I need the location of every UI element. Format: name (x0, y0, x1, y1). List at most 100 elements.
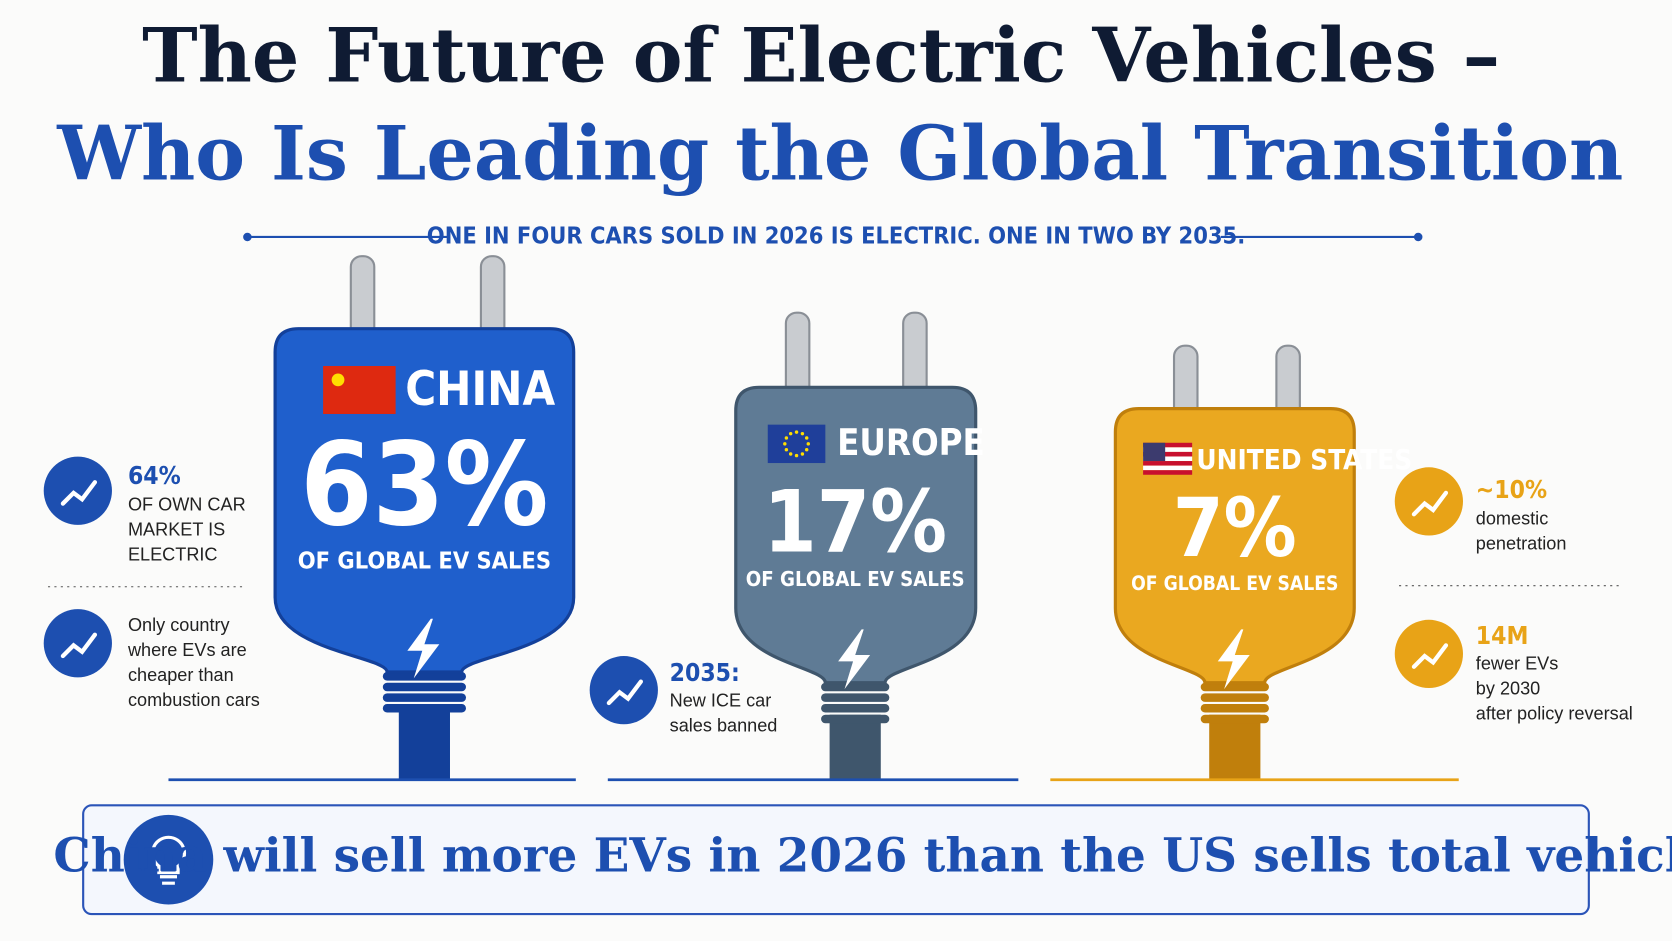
fact-line: MARKET IS (128, 520, 225, 540)
flag-star (800, 452, 805, 456)
flag-stripe (1143, 461, 1193, 466)
flag-star (794, 453, 799, 458)
fact-line: where EVs are (127, 640, 247, 660)
plug: UNITED STATES 7%OF GLOBAL EV SALES (1113, 344, 1412, 780)
fact-line: OF OWN CAR (128, 494, 246, 514)
fact-line: by 2030 (1476, 678, 1540, 698)
plug-caption: OF GLOBAL EV SALES (298, 547, 551, 575)
fact-line: combustion cars (128, 690, 260, 710)
prong (349, 255, 376, 341)
rule-dot (1413, 232, 1423, 242)
fact-line: domestic (1476, 508, 1548, 528)
flag-star (806, 442, 810, 446)
ring (1200, 714, 1269, 724)
callout-box (82, 804, 1590, 916)
bulb-icon (123, 814, 214, 905)
fact-line: ELECTRIC (128, 545, 218, 565)
fact-line: penetration (1476, 533, 1567, 553)
fact-glyph (606, 679, 643, 706)
plug-value: 63% (300, 419, 548, 553)
flag-star (800, 431, 805, 436)
fact-headline: 14M (1476, 621, 1529, 650)
fact: ~10% domestic penetration (1394, 467, 1567, 553)
flag-star (788, 452, 793, 456)
fact-headline: 64% (128, 461, 181, 490)
flag-star (804, 448, 809, 452)
ring (821, 714, 890, 724)
facts: 64% OF OWN CAR MARKET IS ELECTRIC Only count… (43, 456, 1633, 736)
flag-star (804, 436, 809, 440)
plug-caption: OF GLOBAL EV SALES (1131, 572, 1338, 595)
fact-glyph (60, 480, 98, 506)
ring (1200, 693, 1269, 702)
flag-star (331, 373, 345, 387)
plug-body (1113, 407, 1356, 685)
plug: EUROPE 17%OF GLOBAL EV SALES (734, 311, 985, 780)
bolt (407, 618, 440, 679)
fact-line: Only country (128, 615, 231, 635)
prong (784, 311, 811, 400)
flag-star (784, 436, 789, 440)
fact: 14M fewer EVs by 2030 after policy reversal (1394, 619, 1633, 723)
fact-line: cheaper than (128, 665, 234, 685)
rule-dot (243, 232, 252, 242)
bolt (1217, 629, 1250, 690)
flag-star (783, 442, 787, 446)
cable (398, 704, 450, 780)
ring (821, 682, 890, 692)
flag-star (794, 430, 799, 434)
plug-value: 17% (763, 474, 947, 573)
ring (382, 704, 466, 713)
fact: 64% OF OWN CAR MARKET IS ELECTRIC (43, 456, 246, 565)
bolt (838, 629, 871, 690)
title-line2: Who Is Leading the Global Transition (56, 110, 1623, 198)
fact-icon (1394, 619, 1463, 689)
fact: 2035: New ICE car sales banned (589, 656, 777, 736)
fact-headline: ~10% (1476, 475, 1547, 504)
flag-star (788, 431, 793, 436)
callout-text: China will sell more EVs in 2026 than th… (53, 829, 1672, 884)
plug-region: EUROPE (837, 421, 985, 464)
flag-stripe (1143, 465, 1193, 471)
flag-star (784, 448, 789, 452)
ring (1200, 704, 1269, 713)
title-line1: The Future of Electric Vehicles – (142, 12, 1500, 100)
flag (323, 366, 396, 414)
fact-glyph (1411, 490, 1449, 517)
ring (1200, 682, 1269, 692)
fact-line: fewer EVs (1476, 653, 1559, 673)
prong (902, 311, 928, 400)
fact-icon (589, 656, 658, 725)
plug-value: 7% (1173, 482, 1297, 576)
prong (479, 255, 506, 341)
flag-canton (1143, 442, 1166, 462)
fact-glyph (1411, 643, 1449, 669)
flag-stripe (1143, 451, 1193, 457)
ring (382, 682, 466, 692)
fact-icon (43, 609, 112, 678)
fact-line: after policy reversal (1476, 703, 1633, 723)
fact-glyph (60, 632, 98, 659)
flag-stripe (1143, 456, 1193, 462)
fact-line: New ICE car (670, 691, 772, 711)
plug-region: UNITED STATES (1196, 443, 1412, 476)
fact: Only country where EVs are cheaper than com… (43, 609, 260, 710)
plug-caption: OF GLOBAL EV SALES (746, 567, 965, 591)
fact-icon (43, 456, 112, 525)
flag-stripe (1143, 447, 1193, 452)
ring (382, 672, 466, 681)
flag-stripe (1143, 442, 1193, 448)
subtitle: ONE IN FOUR CARS SOLD IN 2026 IS ELECTRI… (427, 221, 1245, 249)
ring (821, 704, 890, 713)
fact-icon (1394, 467, 1463, 536)
fact-headline: 2035: (670, 658, 740, 687)
ring (821, 693, 890, 702)
plug-region: CHINA (405, 362, 555, 417)
cable (1209, 714, 1261, 780)
cable (829, 714, 881, 780)
bulb-glyph (150, 835, 187, 885)
ring (382, 693, 466, 702)
